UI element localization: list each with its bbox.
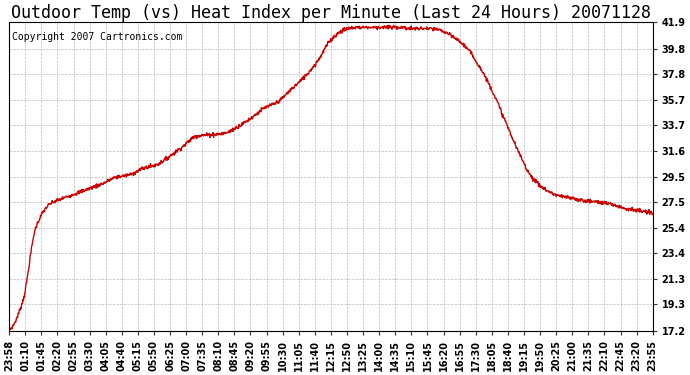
- Title: Outdoor Temp (vs) Heat Index per Minute (Last 24 Hours) 20071128: Outdoor Temp (vs) Heat Index per Minute …: [11, 4, 651, 22]
- Text: Copyright 2007 Cartronics.com: Copyright 2007 Cartronics.com: [12, 32, 183, 42]
